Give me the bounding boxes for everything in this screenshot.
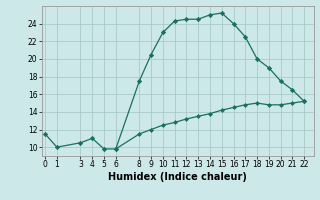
X-axis label: Humidex (Indice chaleur): Humidex (Indice chaleur) (108, 172, 247, 182)
